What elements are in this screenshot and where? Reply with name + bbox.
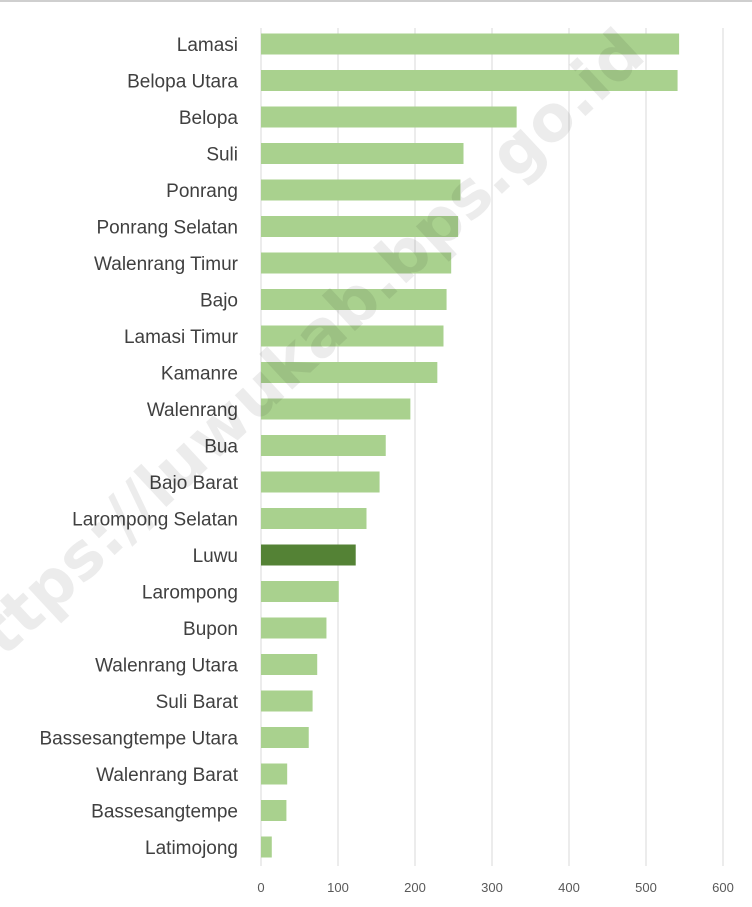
- bar-belopa-utara: [261, 70, 678, 91]
- category-labels: Lamasi Belopa Utara Belopa Suli Ponrang Ponra…: [39, 35, 238, 859]
- category-label: Walenrang: [147, 400, 238, 421]
- x-tick-label: 500: [635, 880, 657, 895]
- bar-bassesangtempe-utara: [261, 727, 309, 748]
- category-label: Suli Barat: [156, 692, 239, 713]
- bar-walenrang-barat: [261, 763, 288, 785]
- category-label: Bajo: [200, 291, 238, 312]
- category-label: Bua: [204, 437, 238, 458]
- bar-bua: [261, 435, 386, 456]
- bar-ponrang: [261, 179, 461, 201]
- category-label: Walenrang Utara: [95, 656, 238, 677]
- bar-kamanre: [261, 362, 438, 383]
- bar-bajo-barat: [261, 471, 380, 493]
- x-tick-label: 300: [481, 880, 503, 895]
- category-label: Latimojong: [145, 838, 238, 859]
- category-label: Lamasi Timur: [124, 327, 239, 348]
- category-label: Luwu: [193, 546, 238, 567]
- category-label: Walenrang Timur: [94, 254, 239, 275]
- bar-bassesangtempe: [261, 800, 287, 821]
- category-label: Suli: [206, 145, 238, 166]
- x-tick-label: 600: [712, 880, 734, 895]
- category-label: Lamasi: [177, 35, 238, 56]
- bar-latimojong: [261, 836, 272, 858]
- category-label: Walenrang Barat: [96, 765, 239, 786]
- category-label: Larompong: [142, 583, 238, 604]
- category-label: Belopa Utara: [127, 72, 238, 93]
- bar-lamasi: [261, 33, 680, 55]
- bar-lamasi-timur: [261, 325, 444, 347]
- bar-bupon: [261, 617, 327, 639]
- category-label: Bupon: [183, 619, 238, 640]
- bar-walenrang-utara: [261, 654, 318, 675]
- x-tick-labels: 0 100 200 300 400 500 600: [257, 880, 733, 895]
- category-label: Bassesangtempe: [91, 802, 238, 823]
- x-tick-label: 0: [257, 880, 264, 895]
- category-label: Belopa: [179, 108, 239, 129]
- bar-suli: [261, 143, 464, 164]
- category-label: Bassesangtempe Utara: [39, 729, 238, 750]
- bar-walenrang-timur: [261, 252, 452, 274]
- category-label: Kamanre: [161, 364, 238, 385]
- bar-suli-barat: [261, 690, 313, 712]
- bar-bajo: [261, 289, 447, 310]
- bar-larompong: [261, 581, 339, 602]
- bar-belopa: [261, 106, 517, 128]
- bar-larompong-selatan: [261, 508, 367, 529]
- category-label: Larompong Selatan: [72, 510, 238, 531]
- bar-luwu: [261, 544, 356, 566]
- bar-walenrang: [261, 398, 411, 420]
- x-tick-label: 100: [327, 880, 349, 895]
- bar-ponrang-selatan: [261, 216, 459, 237]
- x-tick-label: 400: [558, 880, 580, 895]
- category-label: Ponrang: [166, 181, 238, 202]
- category-label: Bajo Barat: [149, 473, 238, 494]
- bars: [261, 33, 680, 858]
- category-label: Ponrang Selatan: [96, 218, 238, 239]
- x-tick-label: 200: [404, 880, 426, 895]
